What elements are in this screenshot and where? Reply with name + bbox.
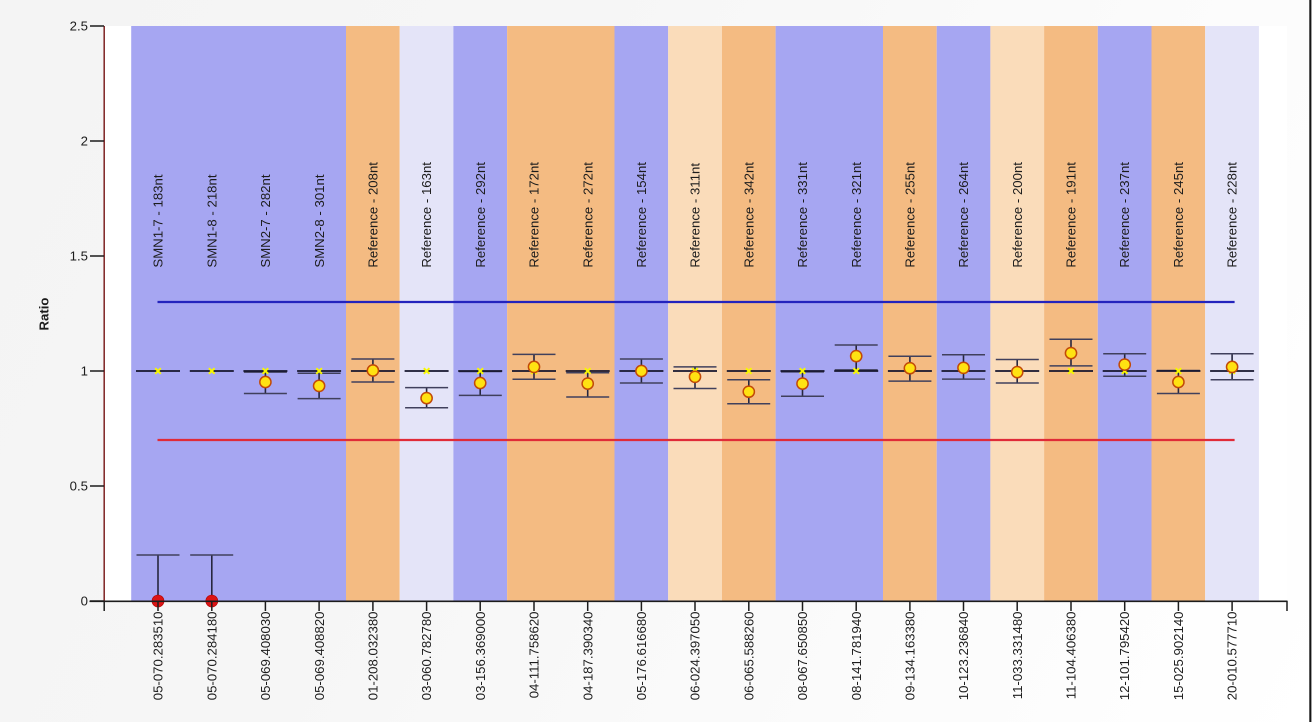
svg-text:0: 0: [81, 594, 88, 609]
svg-text:03-156.369000: 03-156.369000: [473, 612, 488, 701]
svg-text:06-065.588260: 06-065.588260: [741, 612, 756, 701]
svg-text:2: 2: [81, 134, 88, 149]
svg-text:Reference - 208nt: Reference - 208nt: [366, 162, 381, 268]
svg-text:Reference - 264nt: Reference - 264nt: [956, 162, 971, 268]
svg-text:Reference - 311nt: Reference - 311nt: [688, 163, 703, 268]
svg-text:SMN1-7 - 183nt: SMN1-7 - 183nt: [151, 174, 166, 267]
svg-text:Reference - 172nt: Reference - 172nt: [527, 162, 542, 268]
svg-text:04-111.758620: 04-111.758620: [527, 612, 542, 699]
svg-text:05-069.408030: 05-069.408030: [258, 612, 273, 701]
svg-text:2.5: 2.5: [70, 19, 88, 34]
svg-text:03-060.782780: 03-060.782780: [419, 612, 434, 701]
svg-text:Reference - 191nt: Reference - 191nt: [1064, 162, 1079, 268]
svg-text:Reference - 255nt: Reference - 255nt: [903, 162, 918, 268]
svg-text:11-104.406380: 11-104.406380: [1064, 612, 1079, 700]
svg-text:09-134.163380: 09-134.163380: [903, 612, 918, 701]
svg-text:0.5: 0.5: [70, 479, 88, 494]
svg-text:Reference - 200nt: Reference - 200nt: [1010, 162, 1025, 268]
svg-text:06-024.397050: 06-024.397050: [688, 612, 703, 701]
svg-text:15-025.902140: 15-025.902140: [1171, 612, 1186, 701]
svg-text:Reference - 321nt: Reference - 321nt: [849, 162, 864, 268]
svg-text:Reference - 245nt: Reference - 245nt: [1171, 162, 1186, 268]
svg-text:Reference - 228nt: Reference - 228nt: [1225, 162, 1240, 268]
svg-text:11-033.331480: 11-033.331480: [1010, 612, 1025, 700]
svg-text:08-141.781940: 08-141.781940: [849, 612, 864, 701]
svg-text:05-069.408820: 05-069.408820: [312, 612, 327, 701]
svg-text:Reference - 272nt: Reference - 272nt: [580, 162, 595, 268]
svg-text:05-176.616680: 05-176.616680: [634, 612, 649, 701]
svg-text:Reference - 331nt: Reference - 331nt: [795, 162, 810, 268]
svg-text:08-067.650850: 08-067.650850: [795, 612, 810, 701]
svg-text:10-123.236840: 10-123.236840: [956, 612, 971, 701]
svg-text:1.5: 1.5: [70, 249, 88, 264]
svg-text:Reference - 154nt: Reference - 154nt: [634, 162, 649, 268]
svg-text:20-010.577710: 20-010.577710: [1225, 612, 1240, 701]
svg-text:04-187.390340: 04-187.390340: [580, 612, 595, 701]
svg-text:05-070.284180: 05-070.284180: [204, 612, 219, 701]
svg-text:SMN1-8 - 218nt: SMN1-8 - 218nt: [204, 174, 219, 267]
svg-text:01-208.032380: 01-208.032380: [366, 612, 381, 701]
svg-text:05-070.283510: 05-070.283510: [151, 612, 166, 701]
svg-text:Reference - 342nt: Reference - 342nt: [741, 162, 756, 268]
svg-text:SMN2-7 - 282nt: SMN2-7 - 282nt: [258, 174, 273, 267]
svg-text:Reference - 163nt: Reference - 163nt: [419, 162, 434, 268]
svg-text:Reference - 237nt: Reference - 237nt: [1117, 162, 1132, 268]
svg-text:Ratio: Ratio: [37, 298, 52, 331]
svg-text:1: 1: [81, 364, 88, 379]
svg-text:SMN2-8 - 301nt: SMN2-8 - 301nt: [312, 174, 327, 267]
svg-text:Reference - 292nt: Reference - 292nt: [473, 162, 488, 268]
svg-text:12-101.795420: 12-101.795420: [1117, 612, 1132, 701]
